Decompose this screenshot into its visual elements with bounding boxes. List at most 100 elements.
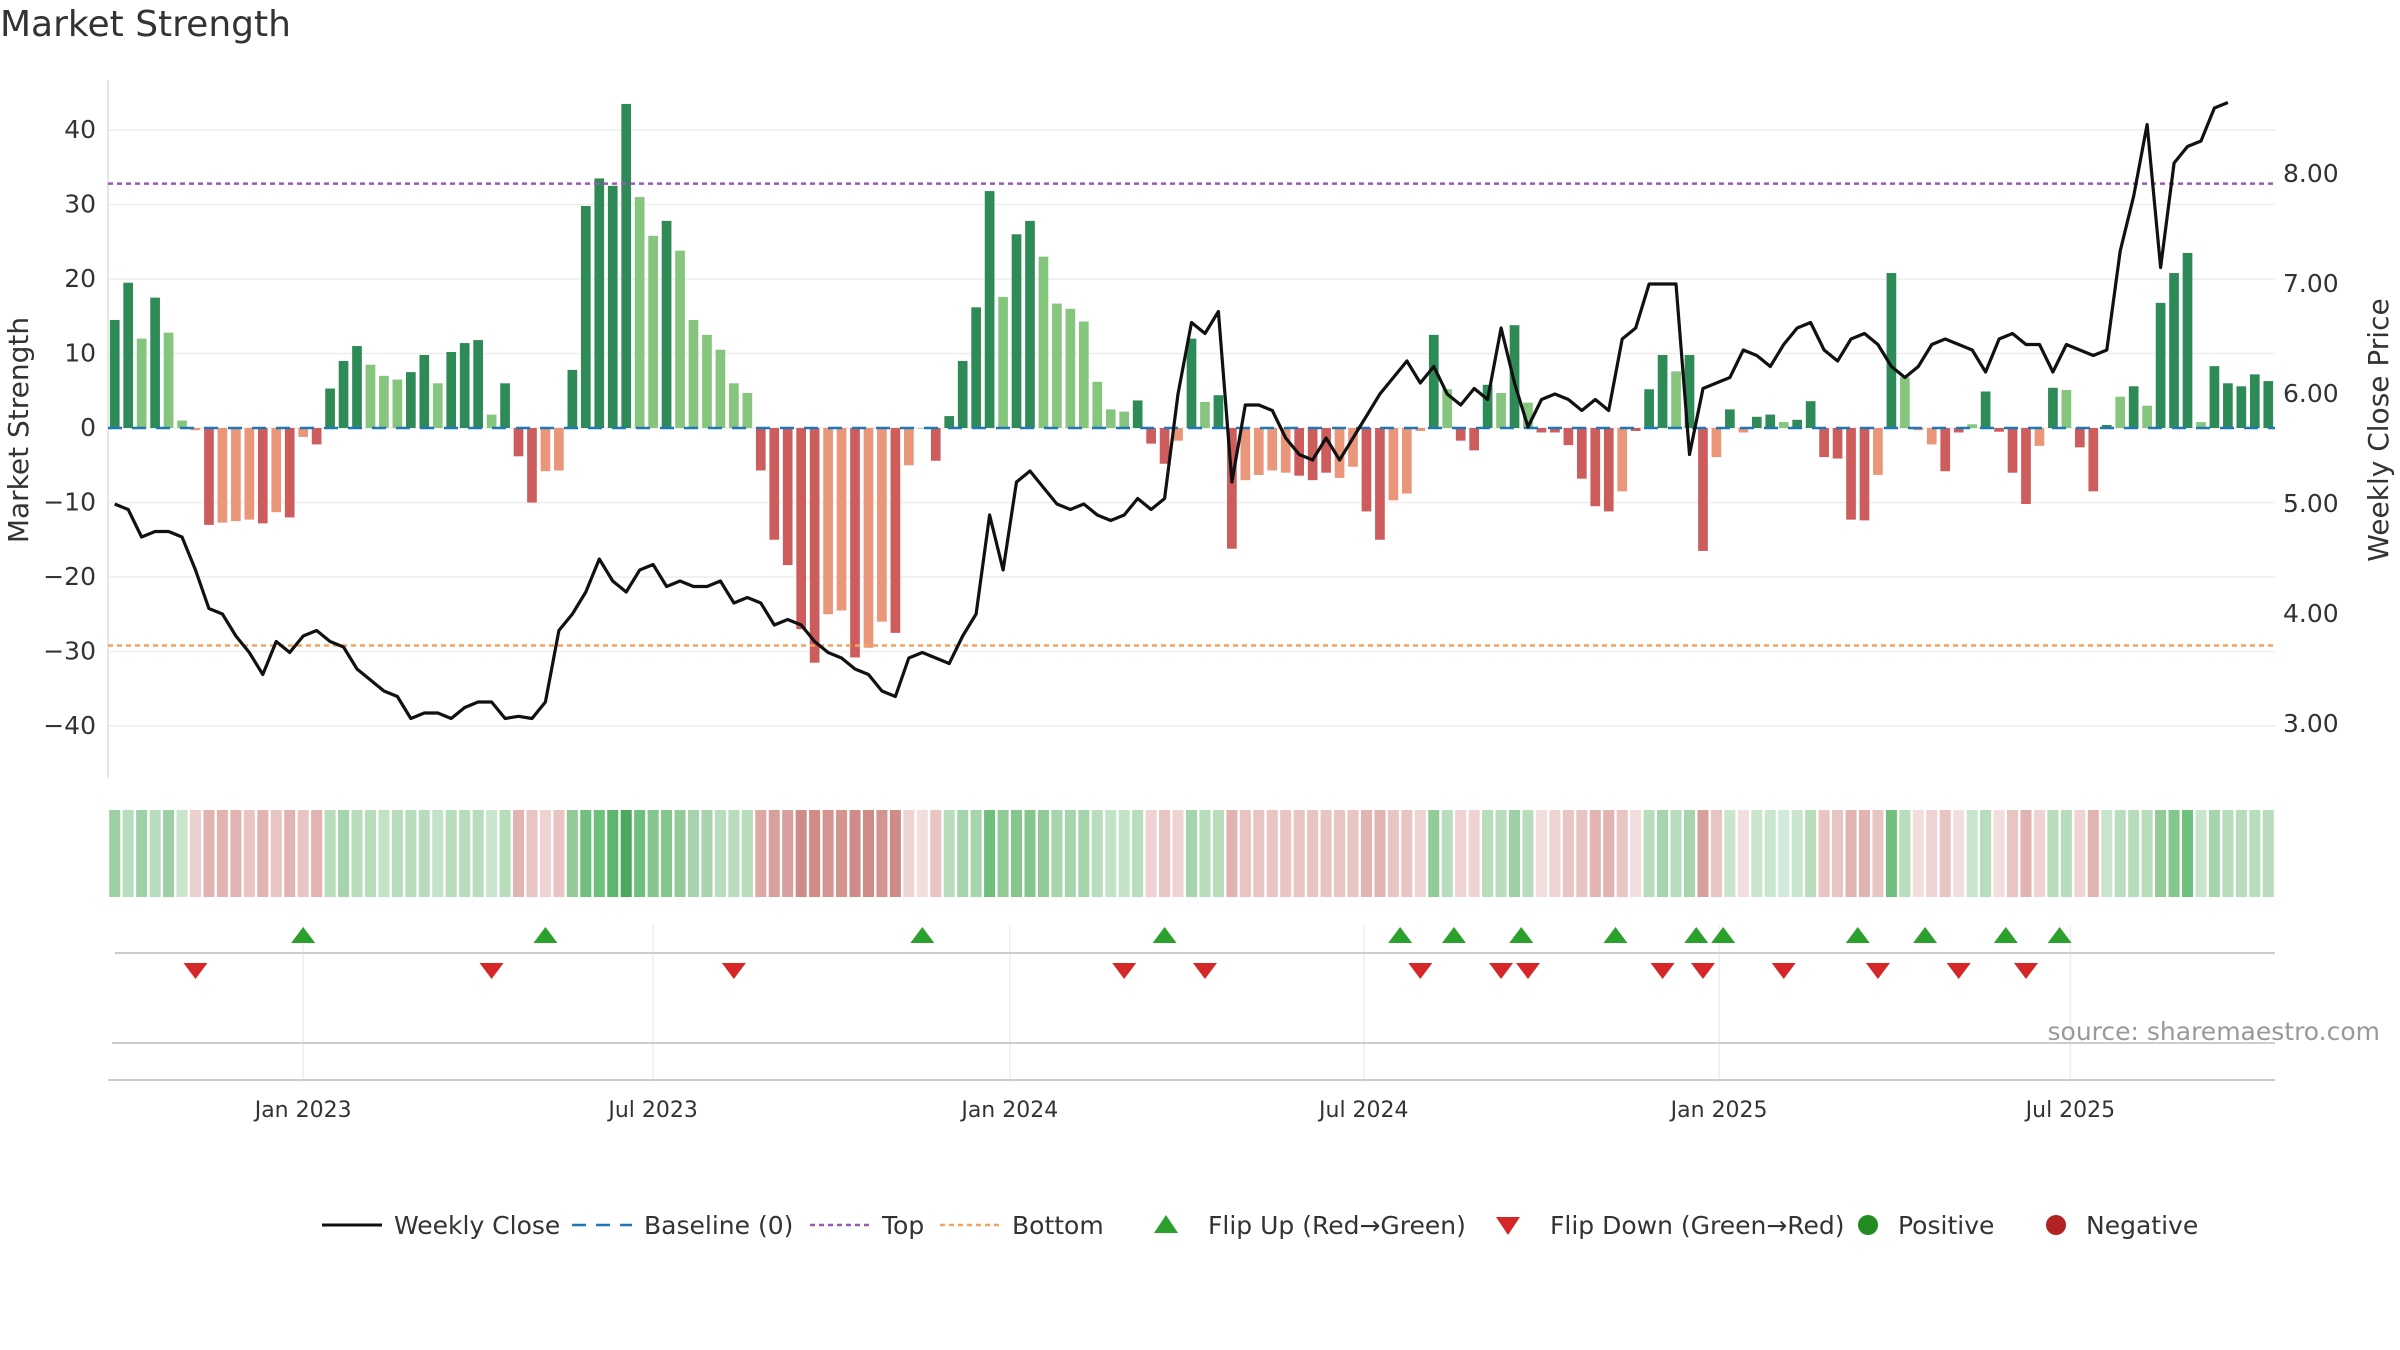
strength-bar [1765,414,1776,428]
regime-cell [2168,810,2180,897]
regime-cell [1320,810,1332,897]
strength-bar [648,235,658,428]
strength-bar [1280,428,1291,473]
regime-cell [1347,810,1359,897]
strength-bar [594,178,605,428]
regime-cell [714,810,726,897]
regime-cell [216,810,228,897]
regime-cell [257,810,269,897]
regime-cell [553,810,565,897]
regime-cell [391,810,403,897]
strength-bar [2196,422,2206,428]
regime-cell [1724,810,1736,897]
legend-label: Flip Up (Red→Green) [1208,1211,1466,1240]
regime-cell [1858,810,1870,897]
regime-cell [1401,810,1413,897]
regime-cell [1670,810,1682,897]
flip-up-marker [1913,927,1938,943]
regime-cell [1468,810,1480,897]
strength-bar [446,352,457,428]
strength-bar [1725,409,1735,428]
strength-bar [729,383,739,428]
regime-cell [1307,810,1319,897]
strength-bar [944,416,955,428]
x-tick-label: Jan 2024 [959,1098,1058,1123]
weekly-close-line [114,101,2229,721]
strength-bar [163,332,174,428]
strength-bar [257,428,268,524]
strength-bar [971,307,981,428]
regime-cell [163,810,175,897]
strength-bar [1105,409,1116,428]
strength-bar [244,428,255,520]
strength-bar [1482,384,1493,428]
legend-swatch-circle [1858,1215,1878,1235]
regime-cell [1939,810,1951,897]
strength-bar [1523,402,1533,428]
strength-bar [607,185,618,428]
y-tick-label: −30 [43,637,96,666]
regime-cell [1832,810,1844,897]
regime-cell [1239,810,1251,897]
regime-cell [284,810,296,897]
strength-bar [850,428,860,658]
strength-bar [1052,303,1062,428]
legend-label: Positive [1898,1211,1994,1240]
regime-cell [486,810,498,897]
strength-bar [123,282,134,428]
regime-cell [1630,810,1642,897]
regime-cell [889,810,901,897]
y-tick-label: −10 [43,488,96,517]
strength-bar [1402,428,1412,494]
strength-bar [1119,411,1130,428]
strength-bar [1751,416,1762,428]
regime-cell [1926,810,1938,897]
legend-item: Weekly Close [322,1211,560,1240]
strength-bar [742,392,753,428]
regime-cell [149,810,161,897]
regime-cell [243,810,255,897]
regime-cell [1966,810,1978,897]
strength-bar [1240,428,1251,481]
strength-bar [1428,334,1439,428]
regime-cell [1387,810,1399,897]
regime-cell [997,810,1009,897]
legend-label: Negative [2086,1211,2198,1240]
regime-cell [2249,810,2261,897]
strength-bar [136,338,147,428]
y2-axis-title: Weekly Close Price [2362,298,2395,561]
strength-bar [1926,428,1937,445]
flip-up-marker [910,927,935,943]
strength-bar [2048,387,2058,428]
regime-cell [1845,810,1857,897]
flip-up-marker [1993,927,2018,943]
x-tick-label: Jul 2025 [2024,1098,2116,1123]
regime-cell [1791,810,1803,897]
strength-bar [405,372,416,428]
strength-bar [1576,428,1587,479]
strength-bar [930,428,941,461]
regime-cell [1360,810,1372,897]
regime-cell [432,810,444,897]
legend-swatch-up [1154,1215,1178,1233]
strength-bar [109,319,120,428]
flip-up-marker [1845,927,1870,943]
strength-bar [675,250,685,428]
strength-bar [1900,377,1910,428]
regime-cell [1764,810,1776,897]
strength-bar [352,346,362,428]
x-tick-label: Jul 2023 [606,1098,698,1123]
strength-bar [1455,428,1466,441]
strength-bar [998,296,1008,428]
regime-cell [1509,810,1521,897]
flip-down-marker [1515,963,1540,979]
flip-down-marker [2013,963,2038,979]
strength-bar [661,220,672,428]
regime-cell [1172,810,1184,897]
strength-bar [1334,428,1345,478]
regime-cell [728,810,740,897]
regime-cell [566,810,578,897]
strength-bar [1792,419,1803,428]
strength-bar [1078,321,1089,428]
